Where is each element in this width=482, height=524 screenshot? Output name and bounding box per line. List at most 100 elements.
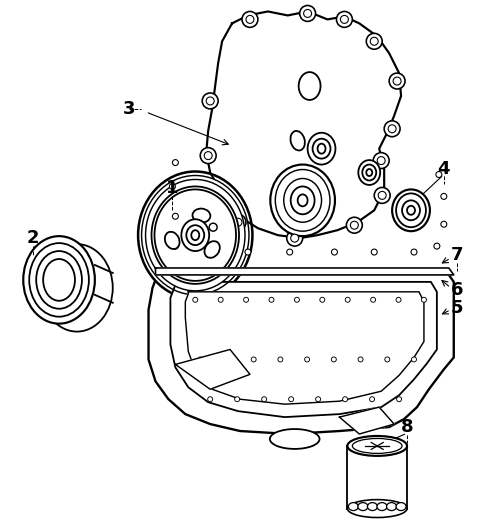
Ellipse shape bbox=[377, 503, 387, 510]
Ellipse shape bbox=[367, 503, 377, 510]
Circle shape bbox=[384, 121, 400, 137]
Circle shape bbox=[235, 397, 240, 402]
Circle shape bbox=[208, 397, 213, 402]
Circle shape bbox=[316, 397, 321, 402]
Circle shape bbox=[245, 249, 251, 255]
Circle shape bbox=[234, 219, 242, 226]
Circle shape bbox=[295, 297, 299, 302]
Ellipse shape bbox=[407, 206, 415, 215]
Ellipse shape bbox=[362, 165, 376, 180]
Circle shape bbox=[343, 397, 348, 402]
Circle shape bbox=[378, 191, 386, 199]
Circle shape bbox=[206, 97, 214, 105]
Ellipse shape bbox=[151, 187, 239, 284]
Ellipse shape bbox=[396, 193, 426, 227]
Polygon shape bbox=[185, 292, 424, 404]
Circle shape bbox=[246, 15, 254, 24]
Polygon shape bbox=[206, 12, 401, 238]
Circle shape bbox=[411, 249, 417, 255]
Circle shape bbox=[347, 217, 362, 233]
Circle shape bbox=[421, 297, 427, 302]
Circle shape bbox=[366, 34, 382, 49]
Circle shape bbox=[202, 93, 218, 109]
Ellipse shape bbox=[23, 236, 95, 324]
Ellipse shape bbox=[43, 259, 75, 301]
Circle shape bbox=[397, 397, 402, 402]
Ellipse shape bbox=[358, 160, 380, 185]
Polygon shape bbox=[348, 446, 407, 509]
Circle shape bbox=[305, 357, 309, 362]
Ellipse shape bbox=[352, 439, 402, 453]
Ellipse shape bbox=[348, 503, 358, 510]
Circle shape bbox=[198, 357, 203, 362]
Circle shape bbox=[441, 193, 447, 199]
Circle shape bbox=[304, 9, 311, 17]
Circle shape bbox=[370, 397, 375, 402]
Circle shape bbox=[289, 397, 294, 402]
Ellipse shape bbox=[402, 200, 420, 220]
Ellipse shape bbox=[275, 170, 330, 231]
Ellipse shape bbox=[291, 187, 315, 214]
Ellipse shape bbox=[358, 503, 368, 510]
Circle shape bbox=[377, 157, 385, 165]
Circle shape bbox=[385, 357, 390, 362]
Ellipse shape bbox=[270, 429, 320, 449]
Polygon shape bbox=[156, 268, 454, 275]
Ellipse shape bbox=[284, 179, 321, 222]
Ellipse shape bbox=[348, 436, 407, 456]
Circle shape bbox=[173, 213, 178, 219]
Ellipse shape bbox=[392, 189, 430, 231]
Circle shape bbox=[193, 297, 198, 302]
Circle shape bbox=[393, 77, 401, 85]
Ellipse shape bbox=[204, 241, 220, 258]
Ellipse shape bbox=[191, 230, 199, 240]
Circle shape bbox=[345, 297, 350, 302]
Circle shape bbox=[373, 152, 389, 169]
Circle shape bbox=[262, 397, 267, 402]
Ellipse shape bbox=[36, 251, 82, 309]
Ellipse shape bbox=[348, 499, 407, 518]
Circle shape bbox=[207, 249, 213, 255]
Polygon shape bbox=[175, 350, 250, 389]
Ellipse shape bbox=[396, 503, 406, 510]
Circle shape bbox=[287, 249, 293, 255]
Ellipse shape bbox=[291, 131, 305, 150]
Ellipse shape bbox=[192, 209, 210, 223]
Ellipse shape bbox=[146, 180, 245, 291]
Circle shape bbox=[209, 223, 217, 231]
Polygon shape bbox=[148, 272, 454, 434]
Polygon shape bbox=[339, 407, 394, 434]
Ellipse shape bbox=[299, 72, 321, 100]
Circle shape bbox=[396, 297, 401, 302]
Ellipse shape bbox=[308, 133, 335, 165]
Circle shape bbox=[230, 214, 246, 230]
Circle shape bbox=[331, 357, 336, 362]
Circle shape bbox=[169, 183, 175, 189]
Circle shape bbox=[370, 37, 378, 45]
Circle shape bbox=[389, 73, 405, 89]
Ellipse shape bbox=[142, 176, 249, 295]
Circle shape bbox=[371, 297, 375, 302]
Circle shape bbox=[434, 243, 440, 249]
Ellipse shape bbox=[29, 243, 89, 316]
Ellipse shape bbox=[270, 165, 335, 236]
Text: 1: 1 bbox=[166, 179, 179, 198]
Circle shape bbox=[358, 357, 363, 362]
Circle shape bbox=[441, 221, 447, 227]
Circle shape bbox=[173, 160, 178, 166]
Text: 2: 2 bbox=[27, 229, 40, 247]
Circle shape bbox=[332, 249, 337, 255]
Ellipse shape bbox=[366, 169, 372, 176]
Polygon shape bbox=[171, 282, 437, 417]
Ellipse shape bbox=[313, 139, 331, 159]
Text: 8: 8 bbox=[401, 418, 414, 436]
Circle shape bbox=[300, 5, 316, 21]
Circle shape bbox=[225, 357, 229, 362]
Circle shape bbox=[218, 297, 223, 302]
Circle shape bbox=[287, 230, 303, 246]
Ellipse shape bbox=[155, 189, 236, 281]
Ellipse shape bbox=[387, 503, 397, 510]
Ellipse shape bbox=[318, 144, 325, 154]
Circle shape bbox=[388, 125, 396, 133]
Circle shape bbox=[278, 357, 283, 362]
